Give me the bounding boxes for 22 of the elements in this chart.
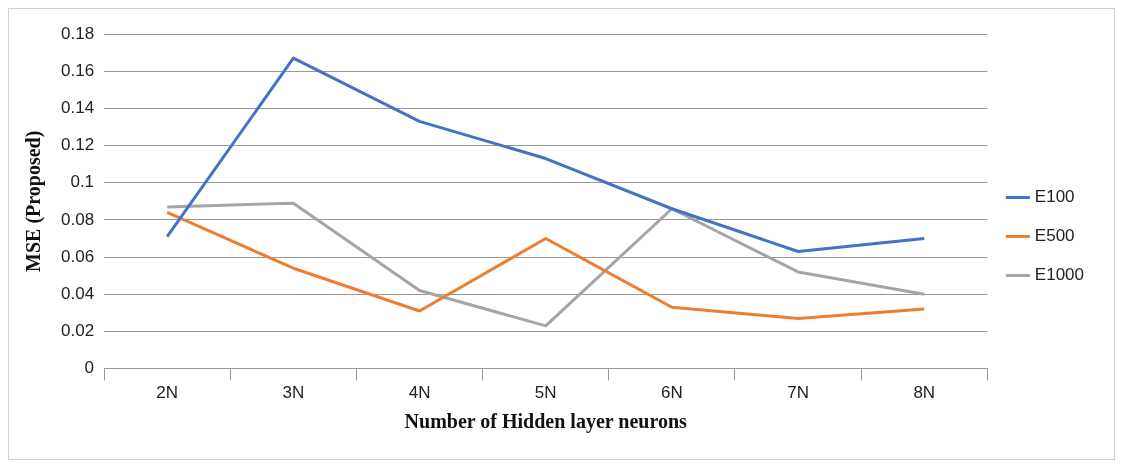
- legend-label: E1000: [1034, 265, 1085, 285]
- x-tick-label: 6N: [661, 383, 683, 403]
- y-tick-label: 0.1: [70, 172, 95, 192]
- legend-label: E100: [1034, 187, 1075, 207]
- x-tick-label: 5N: [534, 383, 557, 403]
- y-tick-label: 0: [84, 358, 95, 378]
- x-axis-title: Number of Hidden layer neurons: [404, 410, 688, 434]
- y-tick-label: 0.08: [60, 209, 95, 229]
- x-tick-label: 2N: [156, 383, 179, 403]
- y-tick-label: 0.02: [60, 321, 95, 341]
- x-tick-label: 4N: [408, 383, 431, 403]
- y-tick-label: 0.04: [60, 283, 95, 303]
- y-tick-label: 0.14: [60, 98, 95, 118]
- x-tick-label: 8N: [913, 383, 936, 403]
- y-tick-label: 0.12: [60, 135, 95, 155]
- x-tick-label: 7N: [787, 383, 809, 403]
- y-tick-label: 0.06: [60, 246, 95, 266]
- x-tick-label: 3N: [282, 383, 305, 403]
- y-axis-title: MSE (Proposed): [22, 130, 46, 272]
- y-tick-label: 0.18: [60, 23, 95, 43]
- legend-label: E500: [1034, 226, 1075, 246]
- y-tick-label: 0.16: [60, 60, 95, 80]
